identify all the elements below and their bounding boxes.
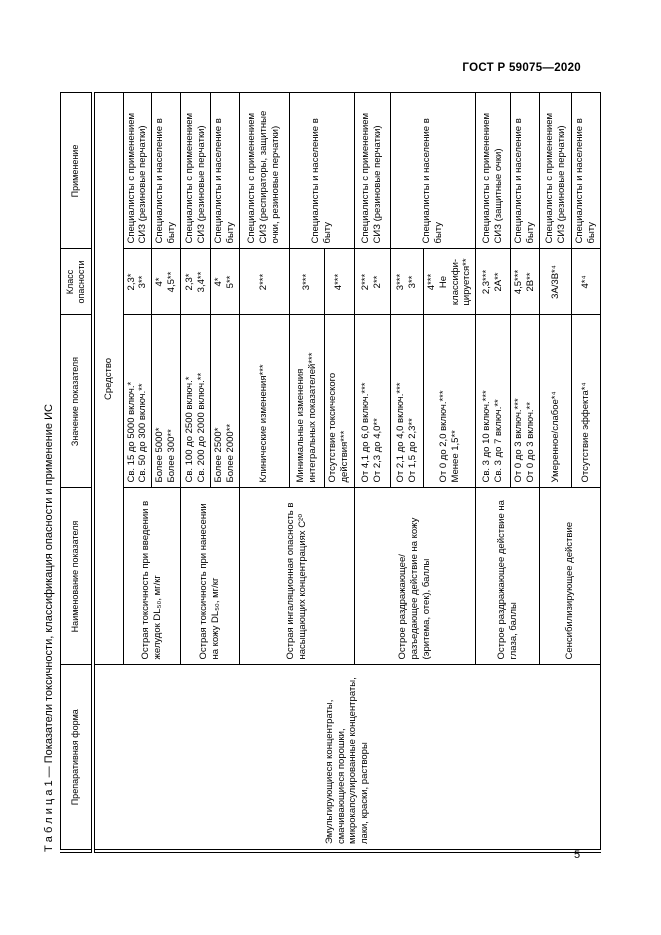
cell-application: Специалисты с применением СИЗ (резиновые…	[123, 93, 152, 249]
cell-application: Специалисты и население в быту	[151, 93, 181, 249]
cell-hazard-class: 2,3* 3**	[123, 249, 152, 315]
page-number: 5	[574, 849, 581, 861]
cell-value: Минимальные изменения интегральных показ…	[289, 315, 325, 488]
cell-value: Св. 100 до 2500 включ.* Св. 200 до 2000 …	[180, 315, 211, 488]
cell-value: Умеренное/слабое*⁴	[539, 315, 572, 488]
cell-indicator: Острая токсичность при введении в желудо…	[123, 488, 181, 665]
cell-value: От 4,1 до 6,0 включ.*** От 2,3 до 4,0**	[354, 315, 391, 488]
cell-preparative-form: Эмульгирующиеся концентраты, смачивающие…	[93, 665, 601, 851]
group-row: Эмульгирующиеся концентраты, смачивающие…	[93, 93, 601, 851]
cell-value: Более 5000* Более 300**	[151, 315, 181, 488]
cell-indicator: Острая ингаляционная опасность в насыщаю…	[239, 488, 355, 665]
cell-indicator: Сенсибилизирующее действие	[539, 488, 601, 665]
cell-value: От 0 до 2,0 включ.*** Менее 1,5**	[423, 315, 476, 488]
col-header-preparative-form: Препаративная форма	[60, 665, 93, 851]
cell-application: Специалисты с применением СИЗ (защитные …	[475, 93, 511, 249]
col-header-application: Применение	[60, 93, 93, 249]
col-header-indicator-name: Наименование показателя	[60, 488, 93, 665]
cell-application: Специалисты и население в быту	[210, 93, 240, 249]
cell-indicator: Острое раздражающее/разъедающее действие…	[354, 488, 476, 665]
cell-application: Специалисты с применением СИЗ (резиновые…	[180, 93, 211, 249]
cell-application: Специалисты с применением СИЗ (резиновые…	[354, 93, 391, 249]
toxicity-classification-table: Препаративная форма Наименование показат…	[60, 92, 601, 853]
cell-indicator: Острое раздражающее действие на глаза, б…	[475, 488, 540, 665]
cell-application: Специалисты и население в быту	[510, 93, 540, 249]
cell-hazard-class: 4*⁴	[571, 249, 601, 315]
cell-hazard-class: 4,5*** 2В**	[510, 249, 540, 315]
cell-application: Специалисты и население в быту	[390, 93, 476, 249]
cell-value: От 0 до 3 включ.*** От 0 до 3 включ.**	[510, 315, 540, 488]
rotated-table-container: Т а б л и ц а 1 — Показатели токсичности…	[43, 92, 601, 853]
col-header-indicator-value: Значение показателя	[60, 315, 93, 488]
document-code: ГОСТ Р 59075—2020	[462, 62, 581, 74]
table-header-row: Препаративная форма Наименование показат…	[60, 93, 93, 851]
cell-hazard-class: 4***	[324, 249, 355, 315]
cell-value: Св. 3 до 10 включ.*** Св. 3 до 7 включ.*…	[475, 315, 511, 488]
cell-value: От 2,1 до 4,0 включ.*** От 1,5 до 2,3**	[390, 315, 424, 488]
cell-value: Клинические изменения***	[239, 315, 290, 488]
cell-hazard-class: 2***	[239, 249, 290, 315]
cell-hazard-class: 2,3*** 2А**	[475, 249, 511, 315]
cell-hazard-class: 3А/3В*⁴	[539, 249, 572, 315]
group-label-sredstvo: Средство	[93, 93, 123, 665]
cell-value: Св. 15 до 5000 включ.* Св. 50 до 300 вкл…	[123, 315, 152, 488]
cell-hazard-class: 2*** 2**	[354, 249, 391, 315]
cell-application: Специалисты и население в быту	[571, 93, 601, 249]
cell-value: Отсутствие эффекта*⁴	[571, 315, 601, 488]
cell-indicator: Острая токсичность при нанесении на кожу…	[180, 488, 240, 665]
cell-application: Специалисты с применением СИЗ (резиновые…	[539, 93, 572, 249]
cell-value: Отсутствие токсического действия***	[324, 315, 355, 488]
cell-hazard-class: 2,3* 3,4**	[180, 249, 211, 315]
col-header-hazard-class: Класс опасности	[60, 249, 93, 315]
table-title: Т а б л и ц а 1 — Показатели токсичности…	[43, 404, 55, 852]
cell-hazard-class: 4* 4,5**	[151, 249, 181, 315]
cell-hazard-class: 4* 5**	[210, 249, 240, 315]
cell-hazard-class: 3***	[289, 249, 325, 315]
cell-application: Специалисты с применением СИЗ (респирато…	[239, 93, 290, 249]
cell-application: Специалисты и население в быту	[289, 93, 355, 249]
cell-hazard-class: 4*** Не классифи-цируется**	[423, 249, 476, 315]
cell-value: Более 2500* Более 2000**	[210, 315, 240, 488]
cell-hazard-class: 3*** 3**	[390, 249, 424, 315]
